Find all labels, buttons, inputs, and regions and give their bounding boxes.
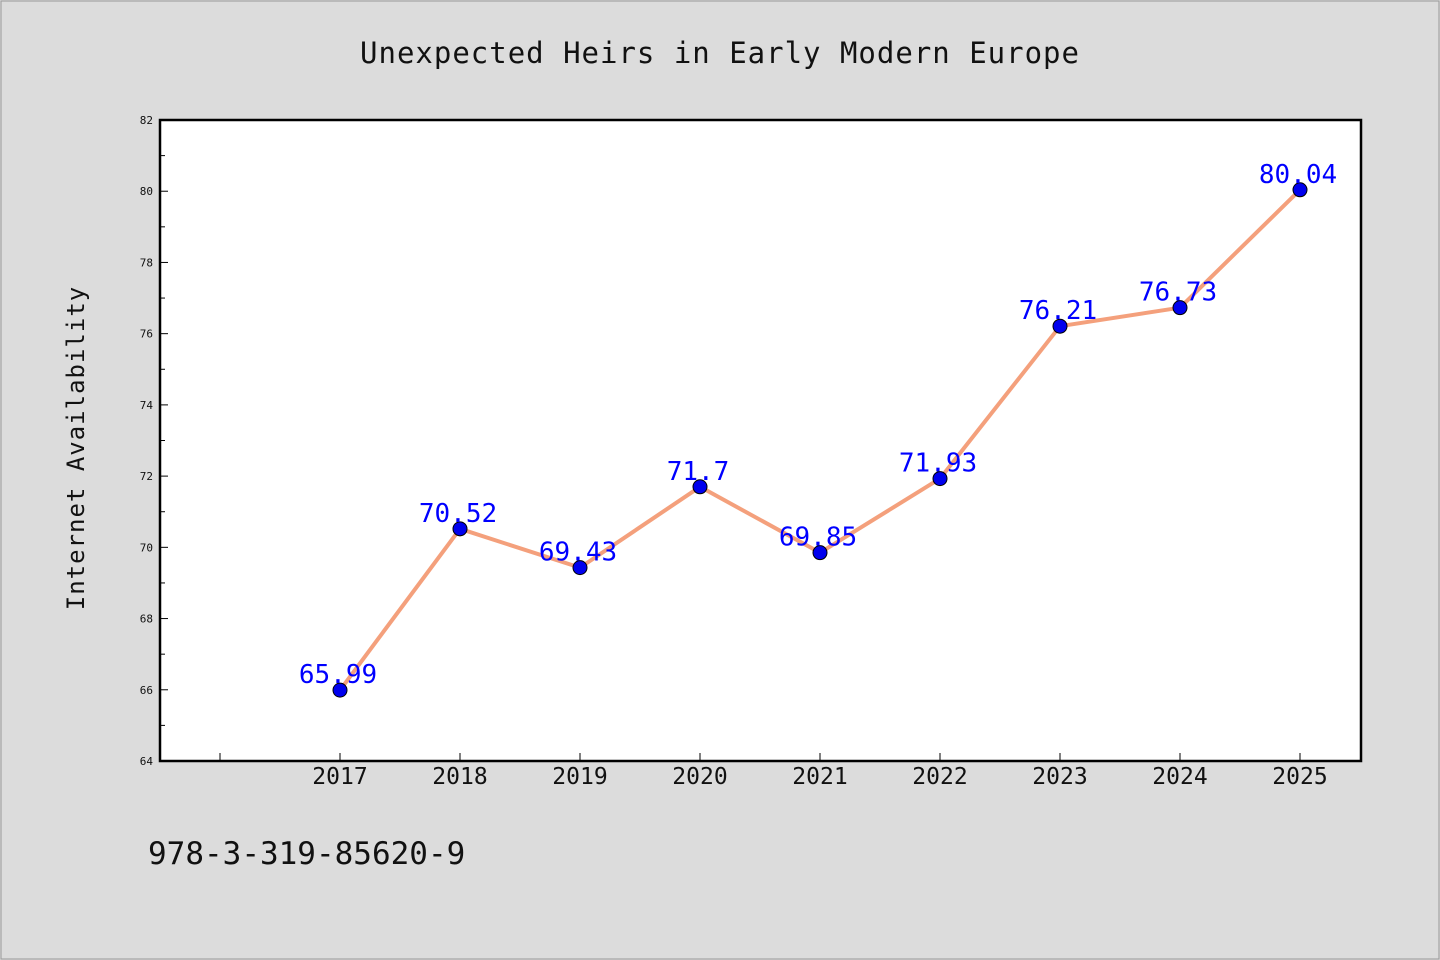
y-tick-label: 64 — [140, 755, 154, 768]
data-label: 80.04 — [1259, 160, 1337, 190]
data-point — [1292, 182, 1308, 198]
data-point — [572, 560, 588, 576]
x-tick-label: 2021 — [792, 764, 847, 790]
data-point — [1052, 318, 1068, 334]
y-axis-label: Internet Availability — [62, 286, 90, 610]
x-tick-label: 2023 — [1032, 764, 1087, 790]
chart-title: Unexpected Heirs in Early Modern Europe — [360, 36, 1080, 70]
y-tick-label: 68 — [140, 613, 153, 626]
data-label: 71.93 — [899, 449, 977, 479]
plot-frame — [158, 118, 1363, 763]
x-tick-label: 2019 — [552, 764, 607, 790]
data-label: 76.21 — [1019, 296, 1097, 326]
x-tick-label: 2018 — [432, 764, 487, 790]
data-point — [692, 479, 708, 495]
data-point — [932, 471, 948, 487]
x-tick-label: 2025 — [1272, 764, 1327, 790]
y-tick-label: 70 — [140, 541, 153, 554]
data-label: 76.73 — [1139, 278, 1217, 308]
footer-isbn: 978-3-319-85620-9 — [148, 836, 465, 872]
data-label: 69.43 — [539, 538, 617, 568]
y-tick-label: 76 — [140, 328, 153, 341]
y-tick-label: 82 — [140, 114, 153, 127]
data-label: 65.99 — [299, 660, 377, 690]
data-point — [332, 682, 348, 698]
plot-area — [160, 120, 1361, 761]
y-tick-label: 78 — [140, 256, 153, 269]
y-tick-label: 80 — [140, 185, 153, 198]
data-label: 70.52 — [419, 499, 497, 529]
y-tick-label: 74 — [140, 399, 154, 412]
data-point — [1172, 300, 1188, 316]
x-tick-label: 2022 — [912, 764, 967, 790]
x-tick-label: 2024 — [1152, 764, 1207, 790]
y-tick-label: 72 — [140, 470, 153, 483]
data-label: 69.85 — [779, 523, 857, 553]
x-tick-label: 2017 — [312, 764, 367, 790]
series: 65.99 70.52 69.43 71.7 69.85 71.93 76.21 76.73 8… — [299, 160, 1337, 698]
data-label: 71.7 — [667, 457, 730, 487]
y-tick-label: 66 — [140, 684, 153, 697]
data-point — [452, 521, 468, 537]
x-tick-label: 2020 — [672, 764, 727, 790]
data-point — [812, 545, 828, 561]
axes: 64 66 68 70 72 74 76 78 80 82 2017 2018 2019 2020 2021… — [140, 114, 1328, 790]
